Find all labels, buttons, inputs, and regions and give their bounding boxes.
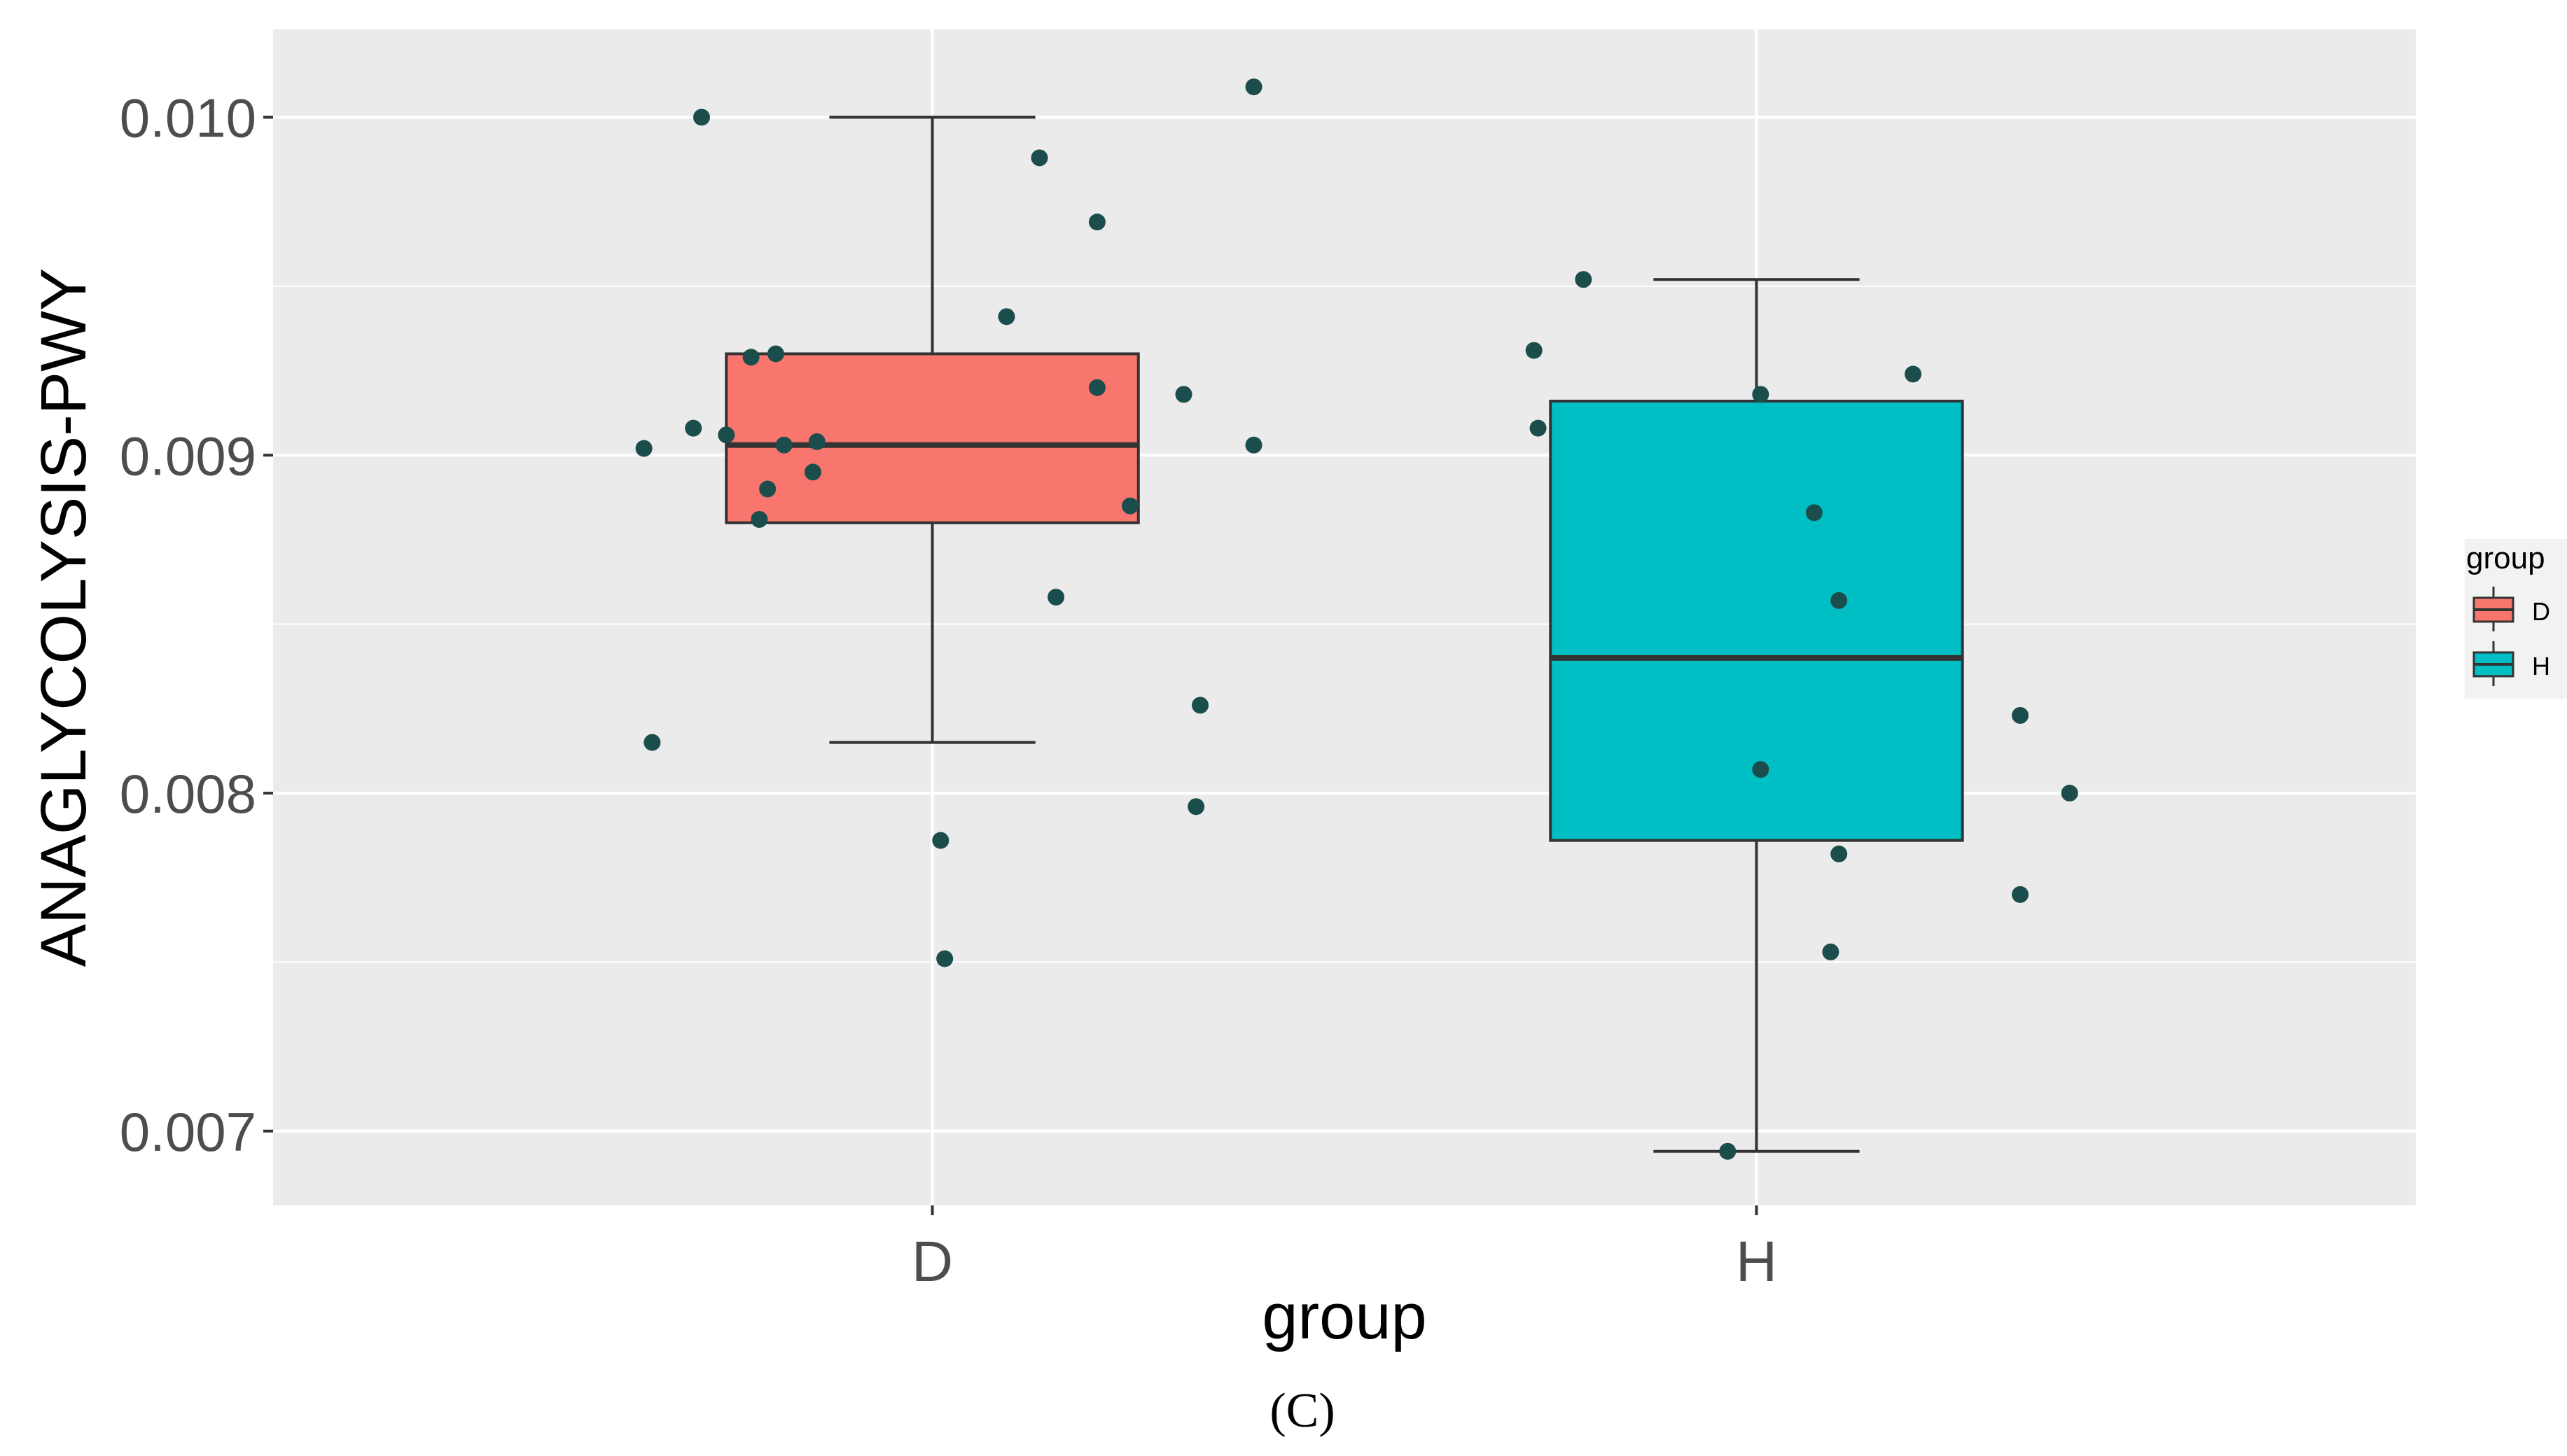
data-point xyxy=(1175,386,1192,403)
y-axis: 0.007 0.008 0.009 0.010 xyxy=(120,88,273,1163)
data-point xyxy=(1088,379,1106,396)
y-axis-title: ANAGLYCOLYSIS-PWY xyxy=(28,268,99,967)
x-tick-label: H xyxy=(1736,1230,1777,1294)
data-point xyxy=(775,436,793,454)
data-point xyxy=(751,511,768,528)
data-point xyxy=(742,349,760,366)
data-point xyxy=(1905,365,1922,383)
data-point xyxy=(759,480,777,498)
data-point xyxy=(932,832,949,849)
data-point xyxy=(685,419,702,437)
data-point xyxy=(644,734,661,751)
data-point xyxy=(1752,761,1769,778)
data-point xyxy=(1188,798,1205,816)
legend-label: H xyxy=(2532,652,2550,680)
data-points xyxy=(635,78,2078,1160)
data-point xyxy=(1830,592,1848,609)
data-point xyxy=(1088,214,1106,231)
y-tick-label: 0.007 xyxy=(120,1101,256,1163)
data-point xyxy=(2012,886,2029,903)
data-point xyxy=(1575,271,1592,288)
box-D xyxy=(725,115,1140,744)
data-point xyxy=(1525,342,1543,359)
legend: group DH xyxy=(2465,539,2567,699)
data-point xyxy=(2061,785,2078,802)
legend-title: group xyxy=(2466,541,2545,575)
data-point xyxy=(1192,696,1209,714)
data-point xyxy=(693,108,710,126)
y-tick-label: 0.008 xyxy=(120,763,256,825)
data-point xyxy=(1048,589,1065,606)
data-point xyxy=(808,433,826,450)
data-point xyxy=(718,426,735,444)
data-point xyxy=(2012,707,2029,724)
legend-key-H: H xyxy=(2472,641,2550,686)
x-tick-label: D xyxy=(912,1230,953,1294)
data-point xyxy=(804,463,821,481)
y-tick-label: 0.010 xyxy=(120,88,256,149)
data-point xyxy=(1805,504,1823,522)
data-point xyxy=(1245,78,1262,96)
data-point xyxy=(936,950,954,967)
data-point xyxy=(635,440,653,457)
legend-key-D: D xyxy=(2472,587,2550,631)
iqr-box xyxy=(725,352,1140,524)
data-point xyxy=(1830,845,1848,862)
data-point xyxy=(1122,497,1139,514)
data-point xyxy=(1529,419,1547,437)
plot-panel xyxy=(273,29,2416,1205)
y-tick-label: 0.009 xyxy=(120,425,256,486)
data-point xyxy=(1719,1142,1737,1160)
figure-caption: (C) xyxy=(1269,1384,1335,1438)
data-point xyxy=(1031,149,1048,167)
data-point xyxy=(767,345,784,363)
legend-label: D xyxy=(2532,597,2550,626)
x-axis-title: group xyxy=(1262,1281,1426,1352)
data-point xyxy=(1752,386,1769,403)
data-point xyxy=(1822,943,1839,960)
data-point xyxy=(1245,436,1262,454)
data-point xyxy=(998,308,1015,326)
